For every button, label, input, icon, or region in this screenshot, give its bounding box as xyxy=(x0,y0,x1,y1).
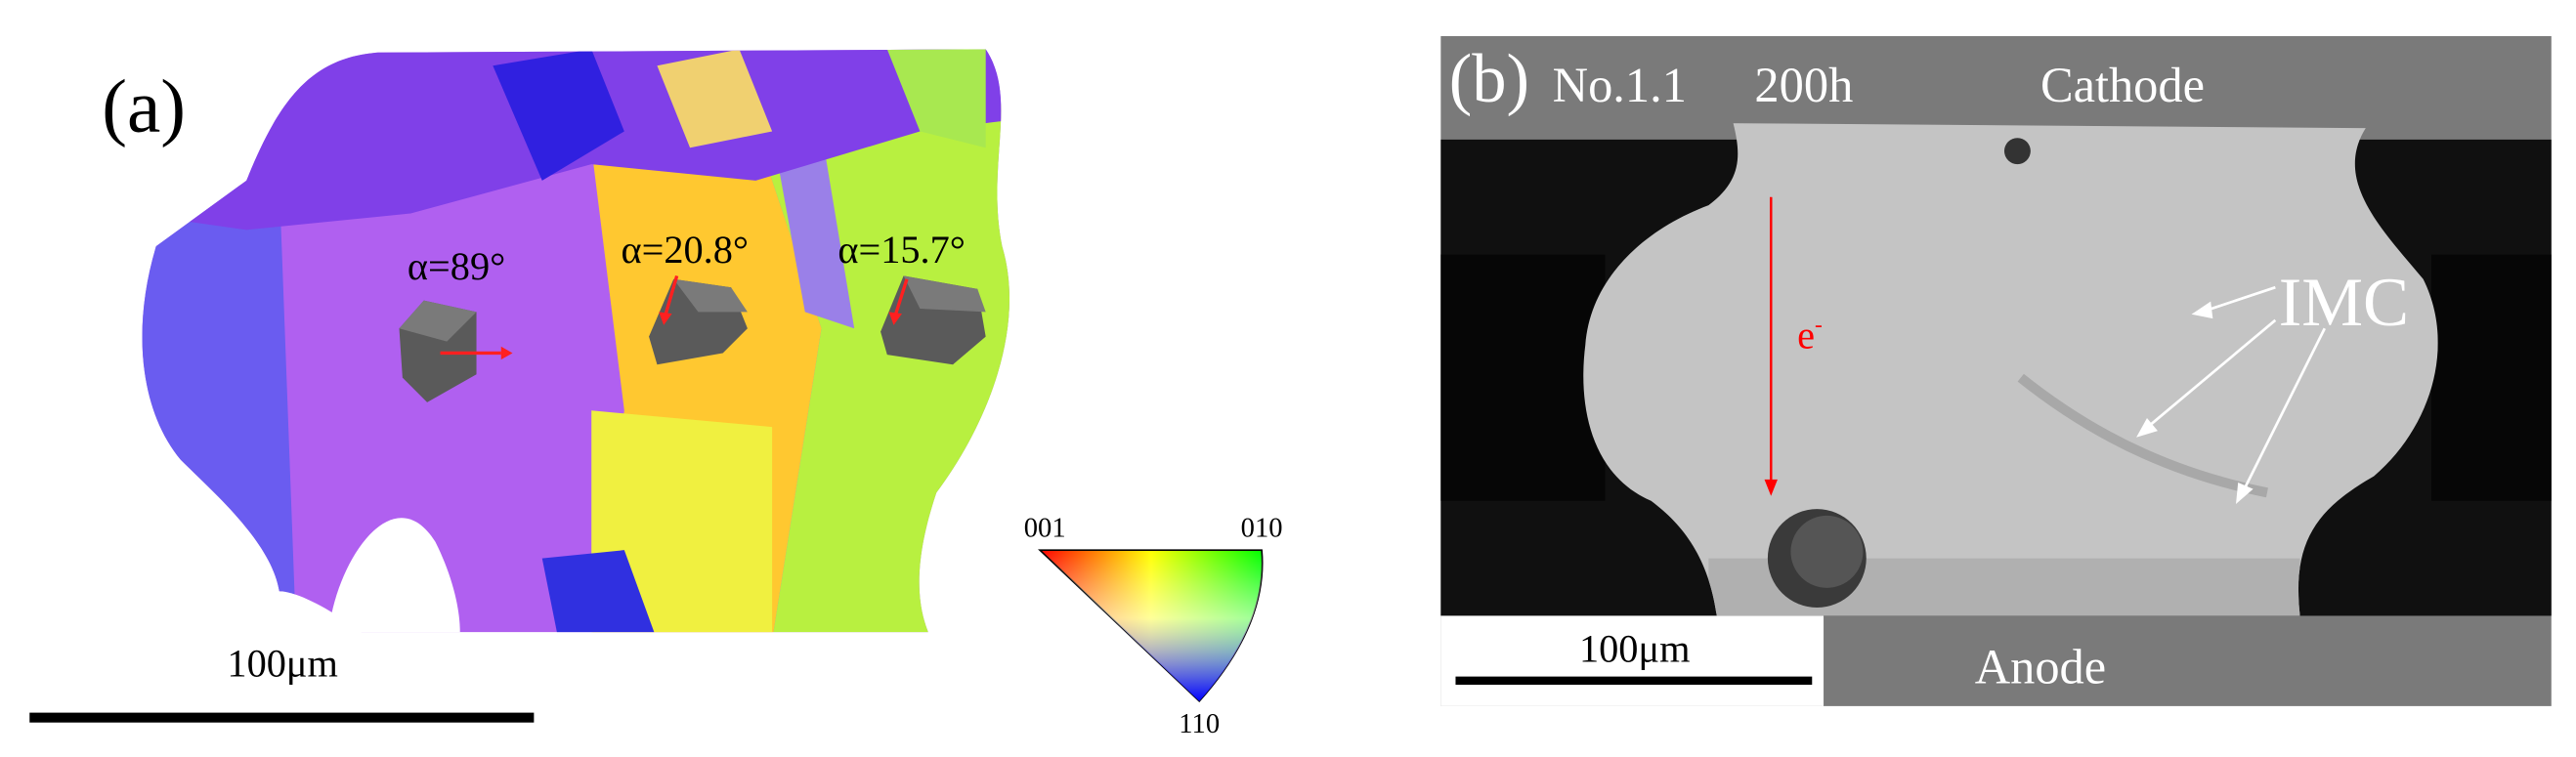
ipf-legend xyxy=(1038,549,1264,703)
legend-label: 010 xyxy=(1241,514,1283,544)
angle-label: α=89° xyxy=(408,244,505,288)
sample-label: No.1.1 xyxy=(1553,58,1687,112)
unit-cell xyxy=(399,274,986,402)
scale-bar-label: 100μm xyxy=(227,642,337,686)
angle-label: α=15.7° xyxy=(837,228,966,272)
electron-symbol: e xyxy=(1797,313,1815,357)
electrode-label: Cathode xyxy=(2040,58,2205,112)
scale-bar xyxy=(1455,676,1813,686)
electrode-label: Anode xyxy=(1975,639,2106,694)
legend-label: 001 xyxy=(1024,514,1066,544)
scale-bar xyxy=(29,712,535,723)
scale-bar-label: 100μm xyxy=(1579,626,1690,670)
electron-label: e- xyxy=(1797,313,1823,357)
time-label: 200h xyxy=(1754,58,1853,112)
electron-charge: - xyxy=(1815,313,1823,338)
legend-label: 110 xyxy=(1179,709,1220,739)
imc-label: IMC xyxy=(2279,265,2409,341)
panel-label: (b) xyxy=(1449,41,1529,117)
panel-label: (a) xyxy=(102,63,186,147)
void xyxy=(328,518,460,633)
ebsd-map xyxy=(142,49,1010,633)
angle-label: α=20.8° xyxy=(621,228,749,272)
sem-image xyxy=(1440,35,2552,706)
